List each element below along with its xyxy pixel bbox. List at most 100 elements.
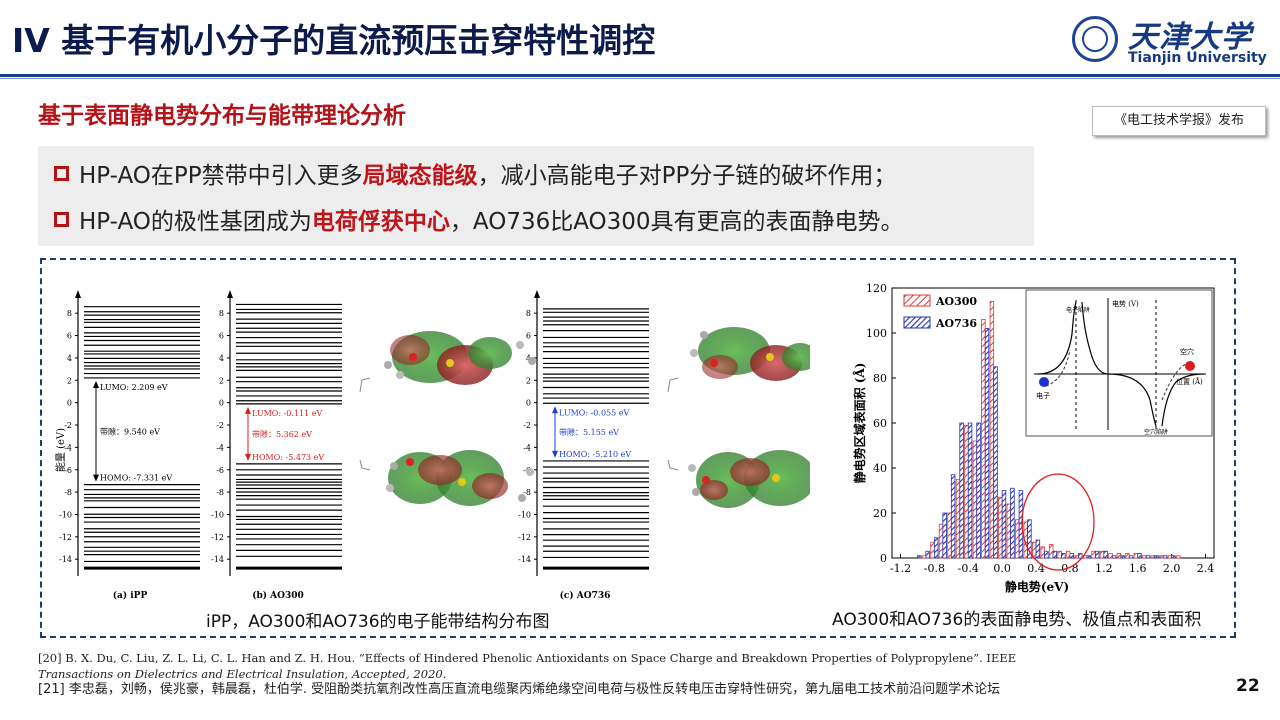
bar-ao736 bbox=[1052, 550, 1058, 559]
energy-tick-label: 8 bbox=[219, 309, 224, 318]
bar-ao300 bbox=[1167, 555, 1173, 559]
inset-xlabel: 位置 (Å) bbox=[1176, 377, 1203, 386]
ao736-homo-orbital-icon bbox=[688, 450, 810, 508]
y-tick-label: 120 bbox=[866, 282, 887, 295]
x-tick-label: 1.2 bbox=[1095, 562, 1113, 575]
bar-ao736 bbox=[976, 422, 981, 559]
energy-tick-label: -12 bbox=[211, 533, 224, 542]
energy-tick-label: 8 bbox=[67, 309, 72, 318]
inset-electron-well-curve bbox=[1037, 301, 1077, 375]
bullet-1-text: HP-AO在PP禁带中引入更多 bbox=[79, 163, 363, 189]
bar-ao736 bbox=[1137, 553, 1142, 559]
bar-ao300 bbox=[1176, 555, 1181, 559]
ao736-lumo-orbital-icon bbox=[690, 327, 810, 381]
arrow-down-icon bbox=[93, 474, 99, 482]
energy-tick-label: -2 bbox=[523, 421, 531, 430]
energy-tick-label: -4 bbox=[523, 443, 531, 452]
x-tick-label: 0.4 bbox=[1027, 562, 1045, 575]
bar-ao300 bbox=[1116, 553, 1122, 559]
homo-label: HOMO: -5.473 eV bbox=[252, 453, 324, 462]
ao736-lumo-leader bbox=[667, 377, 679, 393]
energy-tick-label: 0 bbox=[219, 399, 224, 408]
bar-ao736 bbox=[1086, 555, 1091, 559]
figure-frame bbox=[40, 258, 1236, 638]
x-tick-label: 1.6 bbox=[1129, 562, 1147, 575]
bar-ao736 bbox=[1171, 555, 1176, 559]
bar-ao736 bbox=[1111, 555, 1117, 559]
y-tick-label: 80 bbox=[873, 372, 887, 385]
bar-ao736 bbox=[1128, 555, 1134, 559]
legend-label: AO300 bbox=[935, 295, 977, 308]
energy-tick-label: -4 bbox=[216, 443, 224, 452]
bar-ao736 bbox=[950, 474, 956, 559]
arrow-down-icon bbox=[245, 453, 251, 461]
arrow-up-icon bbox=[93, 380, 99, 388]
bullet-1-text-end: ，减小高能电子对PP分子链的破坏作用； bbox=[477, 163, 897, 189]
energy-levels bbox=[236, 303, 342, 570]
reference-20-line-2: Transactions on Dielectrics and Electric… bbox=[38, 667, 447, 681]
lumo-label: LUMO: -0.055 eV bbox=[559, 408, 629, 417]
energy-tick-label: 2 bbox=[526, 376, 531, 385]
bar-ao300 bbox=[930, 541, 935, 559]
axis-arrow-icon bbox=[75, 290, 81, 298]
bar-ao300 bbox=[955, 478, 961, 559]
panel-label: (c) AO736 bbox=[560, 590, 611, 601]
panel-label: (b) AO300 bbox=[252, 590, 304, 601]
energy-levels bbox=[84, 306, 200, 570]
energy-tick-label: -14 bbox=[59, 555, 72, 564]
university-seal-icon bbox=[1072, 16, 1118, 62]
bullet-square-icon bbox=[54, 166, 69, 181]
bar-ao300 bbox=[1074, 555, 1079, 559]
energy-tick-label: -10 bbox=[59, 510, 72, 519]
energy-tick-label: 4 bbox=[67, 354, 72, 363]
series-AO736 bbox=[917, 328, 1176, 559]
y-tick-label: 40 bbox=[873, 462, 887, 475]
bar-ao300 bbox=[1091, 550, 1096, 559]
bullet-2-text-end: ，AO736比AO300具有更高的表面静电势。 bbox=[449, 209, 904, 235]
ao736-homo-leader bbox=[667, 459, 679, 471]
bar-ao736 bbox=[993, 366, 998, 559]
ao300-homo-orbital-icon bbox=[386, 450, 534, 506]
energy-figure-caption: iPP，AO300和AO736的电子能带结构分布图 bbox=[206, 612, 550, 632]
bar-ao300 bbox=[1133, 553, 1139, 559]
bar-ao736 bbox=[1145, 555, 1151, 559]
energy-levels bbox=[543, 308, 649, 570]
references: [20] B. X. Du, C. Liu, Z. L. Li, C. L. H… bbox=[38, 650, 1016, 698]
section-subheading: 基于表面静电势分布与能带理论分析 bbox=[38, 103, 406, 129]
y-tick-label: 20 bbox=[873, 507, 887, 520]
inset-potential-curve bbox=[1081, 301, 1157, 427]
bandgap-annotation: LUMO: -0.055 eV 带隙：5.155 eV HOMO: -5.210 e… bbox=[552, 406, 631, 459]
energy-tick-label: -6 bbox=[216, 466, 224, 475]
arrow-up-icon bbox=[245, 406, 251, 414]
bar-ao300 bbox=[1040, 546, 1045, 559]
bullet-2-text: HP-AO的极性基团成为 bbox=[79, 209, 312, 235]
legend-swatch bbox=[903, 294, 931, 307]
energy-tick-label: 6 bbox=[526, 332, 531, 341]
title-divider bbox=[0, 74, 1280, 77]
bar-ao736 bbox=[1103, 550, 1108, 559]
bar-ao736 bbox=[1027, 519, 1032, 559]
key-points-box: HP-AO在PP禁带中引入更多局域态能级，减小高能电子对PP分子链的破坏作用； … bbox=[38, 146, 1034, 246]
bandgap-annotation: LUMO: -0.111 eV 带隙：5.362 eV HOMO: -5.473 e… bbox=[245, 406, 324, 462]
bar-ao300 bbox=[1006, 503, 1012, 559]
bar-ao736 bbox=[917, 555, 922, 559]
energy-tick-label: -4 bbox=[64, 443, 72, 452]
energy-tick-label: -8 bbox=[216, 488, 224, 497]
reference-21: [21] 李忠磊，刘畅，侯兆豪，韩晨磊，杜伯学. 受阻酚类抗氧剂改性高压直流电缆… bbox=[38, 682, 1001, 697]
ao300-homo-leader bbox=[359, 459, 371, 471]
x-tick-label: 0.0 bbox=[993, 562, 1011, 575]
y-tick-label: 100 bbox=[866, 327, 887, 340]
bar-ao300 bbox=[947, 512, 952, 559]
chart-legend: AO300 AO736 bbox=[903, 294, 977, 330]
energy-ylabel: 能量 (eV) bbox=[54, 428, 67, 472]
x-tick-label: 2.0 bbox=[1163, 562, 1181, 575]
energy-tick-label: -6 bbox=[64, 466, 72, 475]
bar-ao736 bbox=[1094, 550, 1100, 559]
logo-english-name: Tianjin University bbox=[1128, 50, 1267, 66]
bar-ao300 bbox=[1099, 550, 1105, 559]
arrow-up-icon bbox=[552, 406, 558, 414]
x-tick-label: 2.4 bbox=[1197, 562, 1215, 575]
bar-ao736 bbox=[1120, 555, 1125, 559]
bar-ao736 bbox=[1001, 490, 1007, 559]
